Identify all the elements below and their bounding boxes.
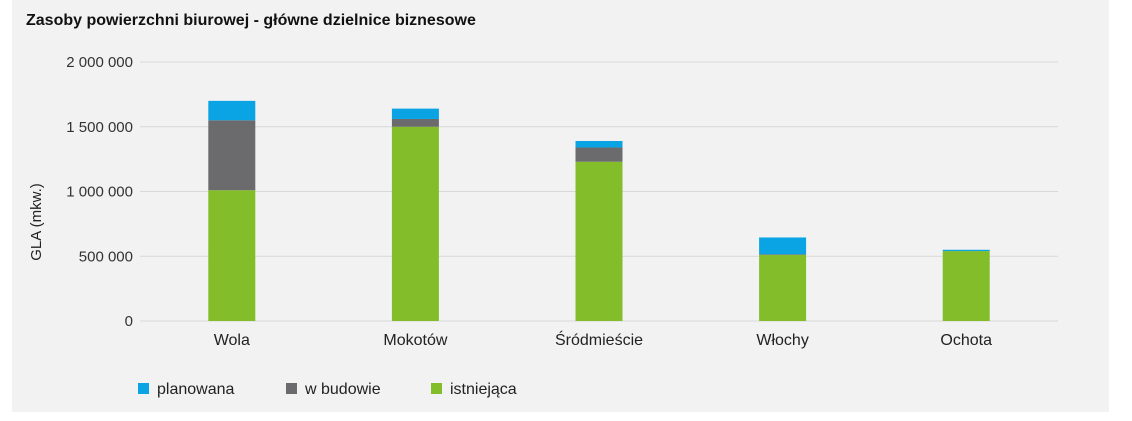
- bar-segment-w-budowie: [391, 118, 439, 127]
- chart-title: Zasoby powierzchni biurowej - główne dzi…: [26, 12, 476, 29]
- bar-segment-planowana: [391, 108, 439, 119]
- bar-segment-planowana: [759, 237, 807, 255]
- x-category-label: Wola: [214, 332, 250, 349]
- y-axis-label: GLA (mkw.): [28, 183, 45, 261]
- y-axis-ticks: 0 500 000 1 000 000 1 500 000 2 000 000: [66, 54, 133, 330]
- bar-segment-planowana: [942, 249, 990, 252]
- legend-swatch: [138, 383, 149, 394]
- y-tick-label: 1 000 000: [66, 184, 133, 201]
- legend-label: planowana: [157, 381, 235, 398]
- x-category-label: Ochota: [940, 332, 992, 349]
- x-axis-categories: Wola Mokotów Śródmieście Włochy Ochota: [214, 330, 992, 349]
- bar-segment-istniejąca: [942, 251, 990, 321]
- y-tick-label: 500 000: [79, 248, 133, 265]
- bar-segment-w-budowie: [575, 147, 623, 162]
- bar-segment-istniejąca: [208, 190, 256, 321]
- y-tick-label: 1 500 000: [66, 119, 133, 136]
- legend-swatch: [431, 383, 442, 394]
- legend: planowana w budowie istniejąca: [138, 381, 517, 398]
- chart-panel: [12, 0, 1109, 412]
- bar-segment-w-budowie: [208, 120, 256, 191]
- bar-segment-planowana: [575, 140, 623, 148]
- y-tick-label: 2 000 000: [66, 54, 133, 71]
- legend-swatch: [286, 383, 297, 394]
- bar-segment-w-budowie: [759, 254, 807, 255]
- bar-segment-planowana: [208, 100, 256, 121]
- bar-segment-istniejąca: [575, 161, 623, 321]
- legend-label: w budowie: [304, 381, 381, 398]
- x-category-label: Włochy: [756, 332, 808, 349]
- bar-segment-istniejąca: [759, 254, 807, 321]
- y-tick-label: 0: [125, 313, 133, 330]
- bar-segment-istniejąca: [391, 126, 439, 321]
- legend-label: istniejąca: [450, 381, 517, 398]
- x-category-label: Mokotów: [383, 332, 447, 349]
- x-category-label: Śródmieście: [555, 330, 643, 349]
- bars: [208, 100, 990, 321]
